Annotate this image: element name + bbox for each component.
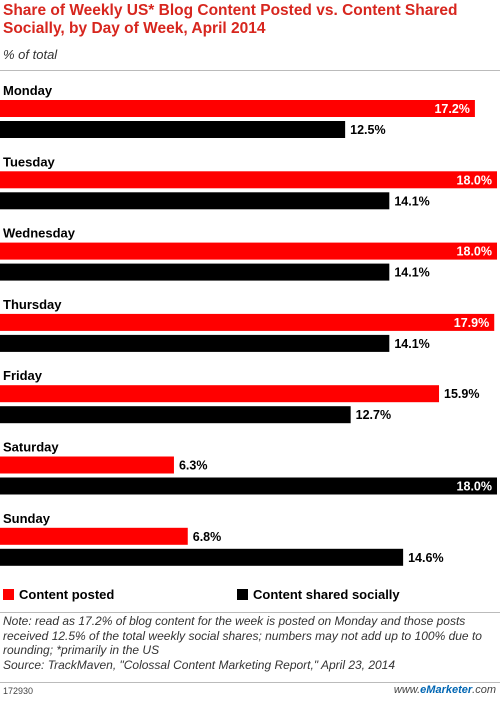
category-label-monday: Monday bbox=[3, 83, 53, 98]
value-label-posted-sunday: 6.8% bbox=[193, 530, 222, 544]
value-label-shared-tuesday: 14.1% bbox=[394, 194, 429, 208]
bar-shared-wednesday bbox=[0, 263, 390, 281]
value-label-shared-saturday: 18.0% bbox=[457, 480, 492, 494]
value-label-posted-wednesday: 18.0% bbox=[457, 245, 492, 259]
value-label-posted-monday: 17.2% bbox=[434, 102, 469, 116]
legend-item-posted: Content posted bbox=[3, 587, 114, 602]
bar-shared-tuesday bbox=[0, 192, 390, 210]
bar-posted-monday bbox=[0, 100, 475, 117]
bar-shared-thursday bbox=[0, 334, 390, 352]
chart-note: Note: read as 17.2% of blog content for … bbox=[3, 614, 497, 672]
category-label-saturday: Saturday bbox=[3, 440, 59, 455]
source-text: Source: TrackMaven, "Colossal Content Ma… bbox=[3, 657, 396, 672]
bar-shared-sunday bbox=[0, 548, 404, 566]
bar-posted-sunday bbox=[0, 527, 188, 545]
brand-suffix: .com bbox=[472, 684, 496, 696]
note-text: Note: read as 17.2% of blog content for … bbox=[3, 614, 482, 658]
value-label-posted-friday: 15.9% bbox=[444, 387, 479, 401]
category-label-thursday: Thursday bbox=[3, 297, 62, 312]
category-label-sunday: Sunday bbox=[3, 511, 51, 526]
legend-label-posted: Content posted bbox=[19, 587, 115, 602]
chart-title: Share of Weekly US* Blog Content Posted … bbox=[3, 2, 458, 37]
bar-posted-thursday bbox=[0, 313, 495, 331]
value-label-posted-saturday: 6.3% bbox=[179, 459, 208, 473]
note-divider bbox=[0, 612, 500, 613]
value-label-shared-sunday: 14.6% bbox=[408, 551, 443, 565]
legend-swatch-shared bbox=[237, 589, 248, 600]
bar-shared-monday bbox=[0, 121, 346, 138]
chart-id: 172930 bbox=[3, 686, 34, 696]
value-label-shared-monday: 12.5% bbox=[350, 123, 385, 137]
bar-posted-saturday bbox=[0, 456, 174, 474]
value-label-shared-friday: 12.7% bbox=[356, 408, 391, 422]
category-label-tuesday: Tuesday bbox=[3, 154, 56, 169]
value-label-shared-thursday: 14.1% bbox=[394, 337, 429, 351]
legend-item-shared: Content shared socially bbox=[237, 587, 400, 602]
footer-divider bbox=[0, 682, 500, 683]
bar-posted-tuesday bbox=[0, 171, 497, 189]
value-label-shared-wednesday: 14.1% bbox=[394, 266, 429, 280]
brand-name: eMarketer bbox=[420, 684, 473, 696]
value-label-posted-thursday: 17.9% bbox=[454, 316, 489, 330]
value-label-posted-tuesday: 18.0% bbox=[457, 173, 492, 187]
brand-prefix: www. bbox=[393, 684, 421, 696]
category-label-wednesday: Wednesday bbox=[3, 226, 76, 241]
chart-subtitle: % of total bbox=[3, 47, 58, 62]
bar-shared-saturday bbox=[0, 477, 497, 495]
bar-shared-friday bbox=[0, 406, 351, 424]
bar-posted-friday bbox=[0, 385, 440, 403]
legend-label-shared: Content shared socially bbox=[253, 587, 400, 602]
bar-posted-wednesday bbox=[0, 242, 497, 260]
top-divider bbox=[0, 70, 500, 71]
category-label-friday: Friday bbox=[3, 368, 43, 383]
legend-swatch-posted bbox=[3, 589, 14, 600]
brand-logo: www.eMarketer.com bbox=[394, 684, 496, 696]
